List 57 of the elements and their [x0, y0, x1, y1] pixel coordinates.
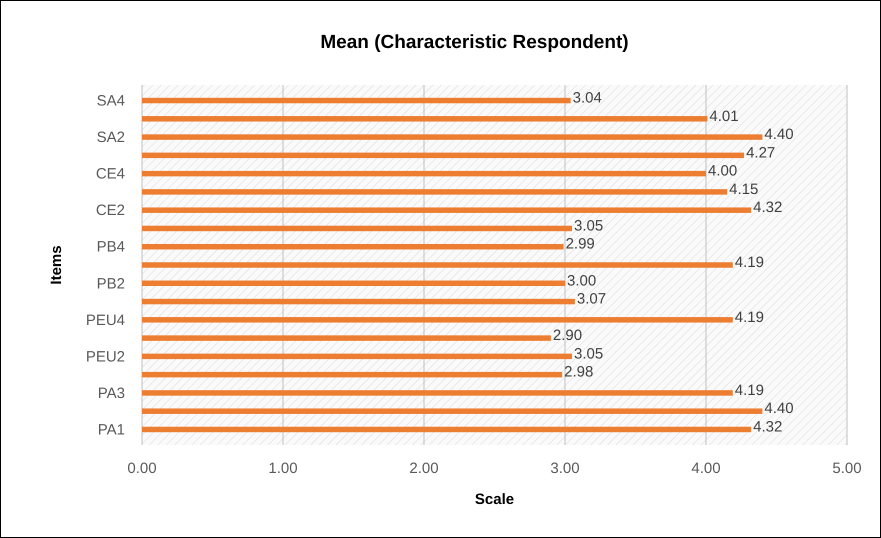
bar [142, 189, 728, 195]
bar [142, 426, 752, 432]
bar [142, 262, 733, 268]
data-label: 2.98 [564, 364, 594, 381]
y-tick-label: PB2 [96, 275, 125, 292]
x-tick-label: 3.00 [550, 460, 580, 477]
bar [142, 408, 762, 414]
bar [142, 335, 551, 341]
bar [142, 244, 564, 250]
bar [142, 317, 733, 323]
bar [142, 170, 706, 176]
y-tick-label: PA1 [98, 421, 125, 438]
x-tick-label: 5.00 [832, 460, 862, 477]
data-label: 4.15 [729, 180, 758, 198]
bar [142, 116, 708, 122]
data-label: 3.07 [576, 290, 606, 308]
x-tick-label: 0.00 [127, 460, 157, 477]
data-label: 2.90 [552, 327, 582, 344]
x-axis-title: Scale [474, 491, 514, 508]
data-label: 4.32 [753, 199, 782, 216]
bar [142, 207, 752, 213]
data-label: 4.00 [708, 162, 738, 180]
data-label: 4.40 [764, 400, 794, 418]
y-tick-label: SA4 [96, 92, 125, 110]
chart-title: Mean (Characteristic Respondent) [320, 32, 629, 53]
data-label: 4.32 [753, 418, 782, 436]
bar [142, 298, 575, 304]
y-tick-label: CE2 [96, 202, 125, 220]
data-label: 4.19 [734, 308, 764, 326]
y-tick-label: SA2 [96, 129, 125, 146]
data-label: 4.40 [764, 126, 794, 144]
bar [142, 390, 733, 396]
data-label: 3.05 [574, 345, 604, 362]
bar [142, 372, 562, 378]
data-label: 3.00 [567, 272, 596, 290]
y-tick-label: PA3 [98, 384, 125, 402]
data-label: 4.19 [734, 254, 764, 271]
data-label: 2.99 [566, 236, 595, 253]
y-tick-label: CE4 [96, 166, 125, 183]
x-tick-label: 1.00 [268, 460, 298, 477]
x-tick-label: 2.00 [409, 460, 439, 477]
bar [142, 280, 565, 286]
data-label: 4.27 [746, 144, 776, 162]
bar [142, 354, 572, 360]
bar [142, 98, 571, 104]
y-tick-label: PEU4 [86, 312, 125, 329]
y-tick-label: PB4 [96, 238, 125, 256]
bar [142, 226, 572, 232]
data-label: 3.05 [574, 217, 604, 234]
bar [142, 152, 744, 158]
y-tick-label: PEU2 [86, 348, 125, 366]
y-axis-title: Items [48, 245, 65, 285]
data-label: 4.19 [734, 382, 764, 399]
x-tick-label: 4.00 [691, 460, 721, 477]
data-label: 3.04 [572, 90, 602, 107]
data-label: 4.01 [709, 108, 739, 125]
bar [142, 134, 762, 140]
